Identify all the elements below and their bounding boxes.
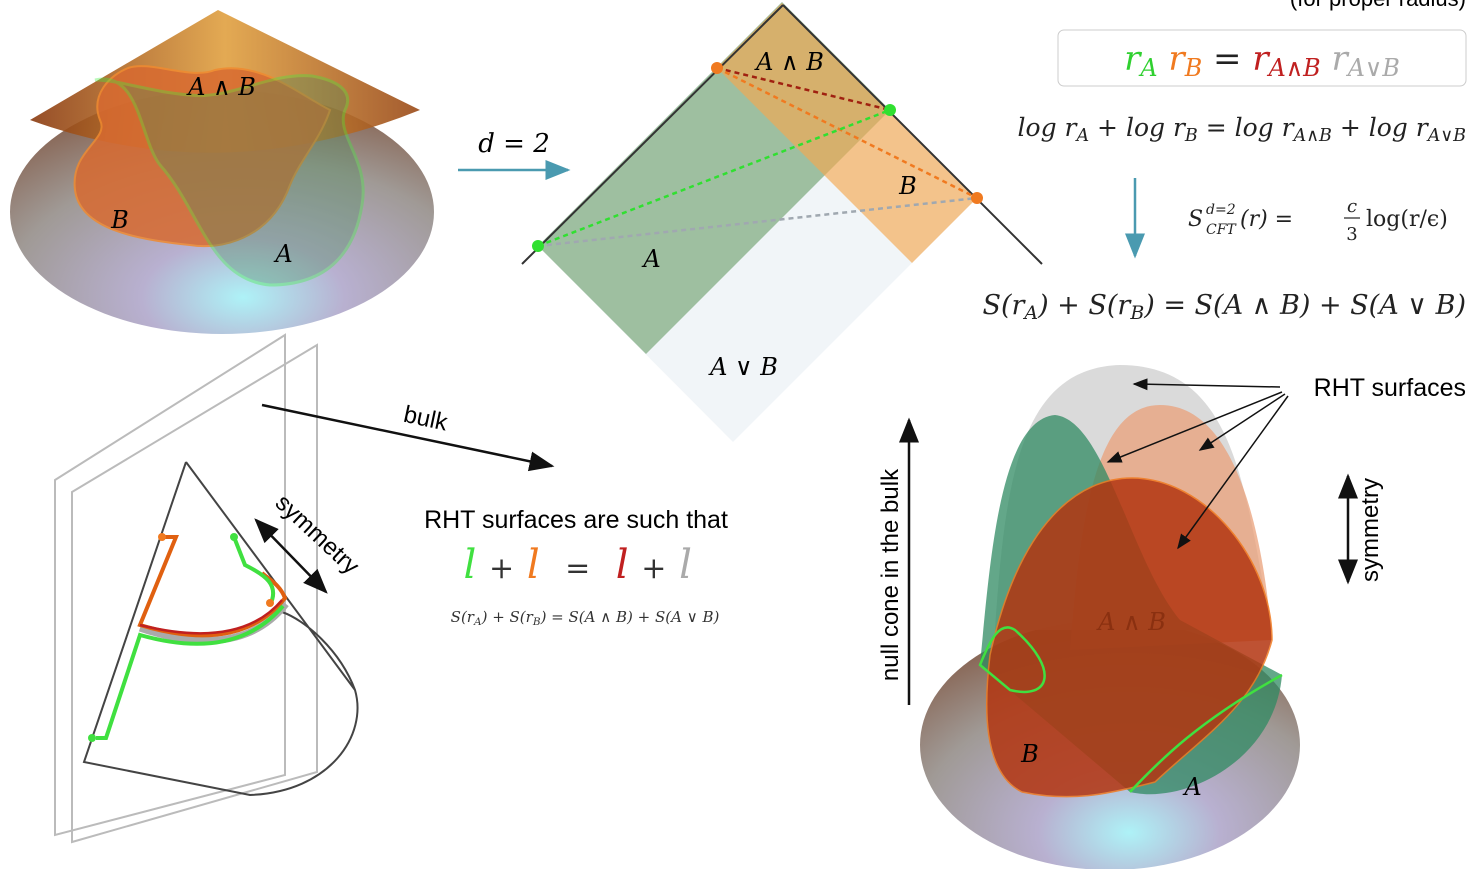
region-label: A xyxy=(273,240,292,268)
subscript: B xyxy=(532,616,541,628)
operator: = xyxy=(1213,39,1242,79)
term: l xyxy=(679,542,692,588)
subscript: CFT xyxy=(1206,222,1237,238)
subscript: B xyxy=(1129,302,1144,324)
term: ) = S(A ∧ B) + S(A ∨ B) xyxy=(540,608,720,626)
term: S xyxy=(1188,207,1203,232)
bulk-label: bulk xyxy=(401,401,451,437)
operator: + xyxy=(641,551,666,586)
term: ) + S(r xyxy=(481,608,534,626)
shape xyxy=(971,192,983,204)
entropy-formula: S(rA) + S(rB) = S(A ∧ B) + S(A ∨ B) xyxy=(982,290,1466,324)
region-label: A ∧ B xyxy=(1096,608,1166,636)
term: S(r xyxy=(982,290,1026,321)
boundary-cone: A ∧ B B A xyxy=(10,10,434,334)
term: + log r xyxy=(1332,113,1430,142)
region-label: A xyxy=(1182,773,1201,801)
symmetry-label: symmetry xyxy=(1357,478,1384,582)
diagram: A ∧ B B A d = 2 A ∧ B B A A ∨ B (for pro… xyxy=(0,0,1478,869)
subscript: A∨B xyxy=(1346,54,1400,82)
shape xyxy=(230,533,238,541)
shape xyxy=(884,104,896,116)
log-formula: log rA + log rB = log rA∧B + log rA∨B xyxy=(1018,113,1467,146)
rht-text: RHT surfaces are such that xyxy=(424,506,728,534)
l-equation: l + l = l + l xyxy=(425,542,704,588)
shape xyxy=(55,335,285,835)
term: (r) = xyxy=(1240,207,1293,232)
superscript: d=2 xyxy=(1206,202,1236,218)
term: l xyxy=(527,542,540,588)
term: log r xyxy=(1018,113,1079,142)
region-label: A xyxy=(641,245,660,273)
null-cone-label: null cone in the bulk xyxy=(877,468,904,681)
rht-label: RHT surfaces xyxy=(1314,374,1466,402)
subscript: A∨B xyxy=(1426,126,1466,146)
shape xyxy=(532,240,544,252)
small-formula: S(rA) + S(rB) = S(A ∧ B) + S(A ∨ B) xyxy=(451,608,720,628)
region-label: B xyxy=(898,172,917,200)
term: = log r xyxy=(1198,113,1296,142)
region-label: A ∧ B xyxy=(754,48,824,76)
cft-formula: S d=2 CFT (r) = c 3 log(r/ϵ) xyxy=(1188,196,1448,245)
region-label: A ∧ B xyxy=(186,73,256,101)
shape xyxy=(711,62,723,74)
dimension-label: d = 2 xyxy=(478,129,550,159)
denominator: 3 xyxy=(1346,224,1357,245)
subscript: A∧B xyxy=(1292,126,1332,146)
term: l xyxy=(616,542,629,588)
term: l xyxy=(464,542,477,588)
shape xyxy=(158,533,166,541)
region-label: A ∨ B xyxy=(708,353,778,381)
term: + log r xyxy=(1089,113,1187,142)
shape xyxy=(266,599,274,607)
bulk-surfaces: A ∧ B B A xyxy=(909,365,1348,869)
subscript: B xyxy=(1184,54,1203,82)
causal-diamond: A ∧ B B A A ∨ B xyxy=(522,2,1042,442)
subscript: A∧B xyxy=(1267,54,1321,82)
operator: + xyxy=(489,551,514,586)
region-label: B xyxy=(110,206,129,234)
subscript: A xyxy=(1074,126,1089,146)
term: ) = S(A ∧ B) + S(A ∨ B) xyxy=(1143,290,1466,321)
subscript: B xyxy=(1184,126,1198,146)
operator: = xyxy=(565,551,590,586)
shape xyxy=(88,734,96,742)
subscript: A xyxy=(1022,302,1038,324)
term: S(r xyxy=(451,608,475,626)
page: A ∧ B B A d = 2 A ∧ B B A A ∨ B (for pro… xyxy=(0,0,1478,869)
bulk-cone xyxy=(55,335,358,842)
subscript: A xyxy=(1138,54,1157,82)
region-label: B xyxy=(1020,740,1039,768)
shape xyxy=(140,537,285,635)
term: ) + S(r xyxy=(1037,290,1132,321)
term: log(r/ϵ) xyxy=(1366,207,1448,232)
note: (for proper radius) xyxy=(1290,0,1466,11)
numerator: c xyxy=(1347,196,1357,217)
